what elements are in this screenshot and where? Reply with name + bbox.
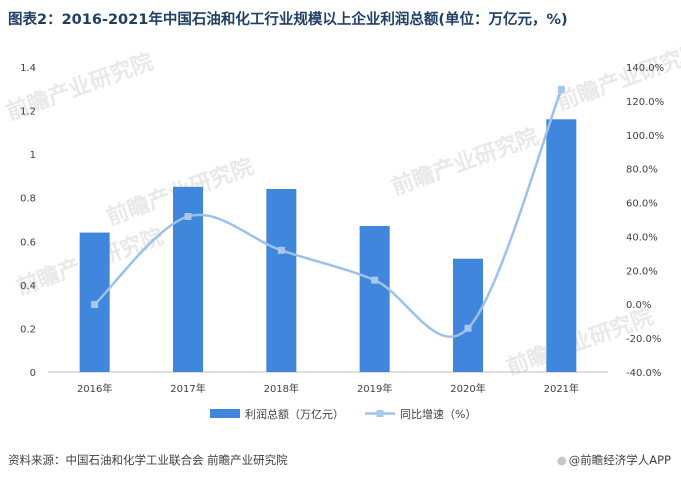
line-point: [557, 85, 565, 93]
y-left-tick-label: 1.4: [20, 63, 36, 74]
source-note: 资料来源：中国石油和化学工业联合会 前瞻产业研究院: [8, 453, 288, 467]
legend-bar-label: 利润总额（万亿元）: [245, 407, 344, 421]
line-point: [184, 212, 192, 220]
y-left-tick-label: 0.8: [20, 194, 36, 205]
y-left-tick-label: 1: [30, 150, 36, 161]
y-right-tick-label: 140.0%: [626, 63, 664, 74]
y-right-tick-label: 20.0%: [626, 266, 658, 277]
line-point: [371, 276, 379, 284]
y-right-tick-label: -40.0%: [626, 368, 661, 379]
y-right-tick-label: 0.0%: [626, 300, 651, 311]
legend-bar-swatch: [210, 409, 240, 418]
y-left-tick-label: 0.4: [20, 281, 36, 292]
chart-title: 图表2：2016-2021年中国石油和化工行业规模以上企业利润总额(单位：万亿元…: [8, 12, 568, 28]
bar: [546, 119, 577, 373]
y-left-tick-label: 0.6: [20, 237, 36, 248]
growth-line: [93, 88, 563, 338]
x-tick-label: 2019年: [357, 382, 392, 395]
line-point: [277, 246, 285, 254]
y-right-tick-label: 80.0%: [626, 165, 658, 176]
y-left-tick-label: 0.2: [20, 324, 36, 335]
legend: 利润总额（万亿元） 同比增速（%）: [210, 407, 476, 421]
watermark-text: 前瞻产业研究院: [388, 124, 542, 201]
x-tick-label: 2020年: [450, 382, 485, 395]
axes: 0 0.2 0.4 0.6 0.8 1 1.2 1.4 -40.0% -20.0% 0.0% 20.0…: [20, 63, 664, 395]
legend-line-label: 同比增速（%）: [400, 407, 476, 421]
credit-note: ● @前瞻经济学人APP: [557, 452, 671, 468]
x-tick-label: 2021年: [544, 382, 579, 395]
x-tick-label: 2017年: [170, 382, 205, 395]
brand-logo-icon: ●: [556, 453, 567, 467]
y-right-tick-label: 100.0%: [626, 131, 664, 142]
x-tick-label: 2018年: [264, 382, 299, 395]
y-right-tick-label: 40.0%: [626, 232, 658, 243]
legend-line-marker: [376, 410, 384, 417]
line-series: [91, 85, 565, 338]
line-point: [91, 301, 99, 309]
y-right-tick-label: -20.0%: [626, 334, 661, 345]
bar: [266, 189, 297, 372]
y-left-tick-label: 1.2: [20, 107, 36, 118]
y-right-tick-label: 60.0%: [626, 199, 658, 210]
x-tick-label: 2016年: [77, 382, 112, 395]
bar: [359, 226, 390, 372]
y-right-tick-label: 120.0%: [626, 97, 664, 108]
y-left-tick-label: 0: [30, 368, 36, 379]
line-point: [464, 324, 472, 332]
credit-text: @前瞻经济学人APP: [568, 453, 671, 467]
